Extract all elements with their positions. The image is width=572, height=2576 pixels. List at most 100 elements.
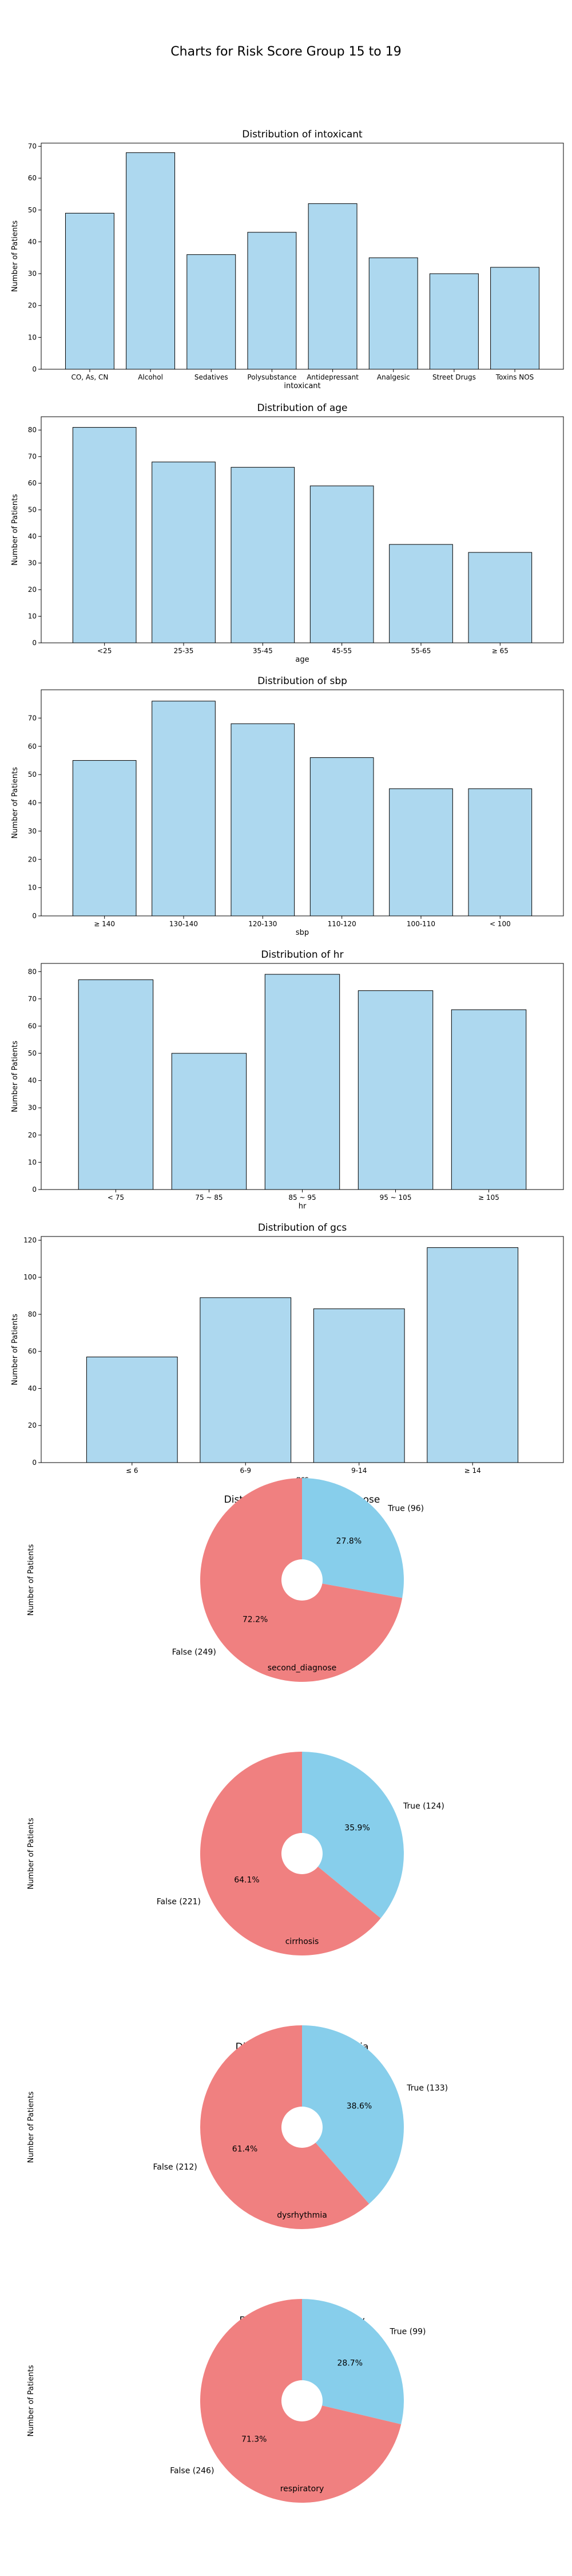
bar [152,701,216,916]
y-tick-label: 10 [28,613,37,621]
axes-frame [41,143,564,370]
pie-slice [302,2299,404,2424]
y-tick-label: 0 [32,365,37,373]
figure-title: Charts for Risk Score Group 15 to 19 [170,45,402,59]
bar [490,267,540,370]
x-tick-label: 100-110 [407,920,435,928]
y-tick-label: 40 [28,1384,37,1392]
axes-frame [41,689,564,916]
x-tick-label: 75 ~ 85 [195,1194,223,1202]
bar [86,1356,178,1463]
y-tick-label: 20 [28,302,37,310]
x-tick-label: 9-14 [351,1467,367,1475]
pie-pct-label: 27.8% [336,1536,362,1546]
y-axis-label: Number of Patients [27,1818,35,1889]
bar [171,1053,247,1190]
pie-slice-label: False (246) [170,2466,214,2475]
bar [200,1297,292,1463]
x-tick-label: Alcohol [138,373,163,381]
bar [308,203,357,370]
x-tick-label: 95 ~ 105 [380,1194,412,1202]
bar [389,788,453,916]
y-tick-label: 20 [28,1421,37,1429]
x-axis-label: dysrhythmia [277,2211,327,2220]
y-tick-label: 50 [28,1049,37,1057]
y-tick-label: 50 [28,506,37,514]
y-axis-label: Number of Patients [11,220,19,292]
chart-title: Distribution of sbp [257,675,347,687]
y-tick-label: 60 [28,174,37,182]
y-tick-label: 80 [28,426,37,434]
bar [468,552,533,643]
bar [264,974,340,1190]
bar [468,788,533,916]
bar [368,257,418,370]
pie-slice [302,1478,404,1598]
bar [186,254,236,370]
x-tick-label: CO, As, CN [71,373,108,381]
y-axis-label: Number of Patients [27,2091,35,2163]
x-tick-label: Analgesic [377,373,410,381]
y-axis-label: Number of Patients [27,1544,35,1615]
x-axis-label: second_diagnose [268,1664,337,1673]
x-tick-label: Sedatives [194,373,228,381]
x-axis-label: hr [299,1202,307,1211]
pie-slice-label: True (124) [403,1801,444,1811]
y-tick-label: 40 [28,532,37,540]
x-tick-label: 35-45 [253,647,273,655]
bar [231,467,295,643]
y-tick-label: 70 [28,714,37,722]
x-tick-label: Polysubstance [247,373,296,381]
x-tick-label: 130-140 [169,920,198,928]
y-tick-label: 60 [28,1022,37,1030]
y-tick-label: 0 [32,1459,37,1467]
x-tick-label: Street Drugs [432,373,476,381]
bar [313,1308,405,1463]
y-axis-label: Number of Patients [11,1041,19,1112]
bar [389,544,453,643]
bar [309,757,374,916]
chart-title: Distribution of age [257,402,347,414]
y-tick-label: 10 [28,884,37,892]
y-tick-label: 40 [28,238,37,246]
y-tick-label: 50 [28,206,37,214]
y-tick-label: 70 [28,143,37,151]
x-tick-label: Antidepressant [307,373,359,381]
y-axis-label: Number of Patients [11,767,19,839]
pie-pct-label: 38.6% [347,2101,372,2111]
y-tick-label: 30 [28,270,37,278]
bar [429,273,479,370]
y-tick-label: 70 [28,453,37,461]
x-tick-label: ≥ 65 [492,647,509,655]
y-tick-label: 100 [23,1273,37,1281]
y-tick-label: 80 [28,967,37,975]
pie-slice-label: False (249) [172,1648,216,1657]
chart-title: Distribution of hr [261,949,343,961]
pie-slice [302,1752,404,1918]
y-tick-label: 60 [28,742,37,750]
x-tick-label: ≤ 6 [126,1467,138,1475]
y-tick-label: 30 [28,1104,37,1112]
x-tick-label: 85 ~ 95 [288,1194,316,1202]
bar [65,212,114,370]
axes-frame [41,416,564,643]
bar [78,979,154,1190]
chart-title: Distribution of intoxicant [242,129,363,140]
y-axis-label: Number of Patients [11,1314,19,1385]
pie-pct-label: 28.7% [337,2359,363,2368]
x-tick-label: 45-55 [332,647,352,655]
pie-center-hole [281,1559,323,1601]
x-axis-label: respiratory [280,2484,324,2494]
bar [126,152,176,370]
pie-center-hole [281,2107,323,2148]
pie-center-hole [281,1833,323,1874]
axes-frame [41,963,564,1190]
bar [427,1247,519,1463]
bar [357,990,434,1190]
x-tick-label: Toxins NOS [495,373,534,381]
y-axis-label: Number of Patients [27,2365,35,2436]
y-tick-label: 0 [32,1186,37,1194]
bar [72,760,137,916]
x-axis-label: cirrhosis [285,1937,319,1946]
